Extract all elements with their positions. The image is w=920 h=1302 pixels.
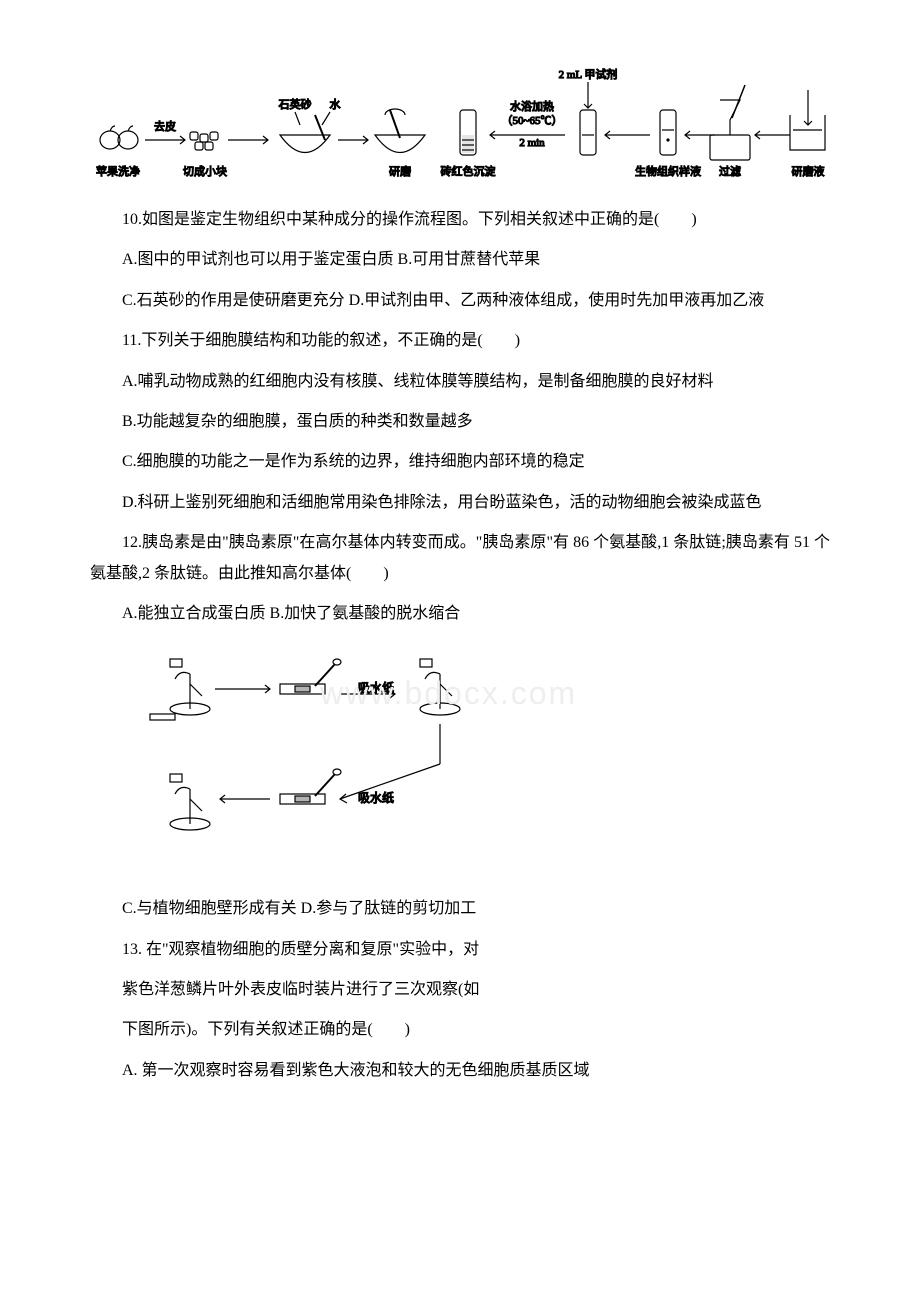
step-grind-liquid: 研磨液 [792, 164, 825, 178]
step-cut: 切成小块 [183, 165, 227, 178]
q11-opt-b: B.功能越复杂的细胞膜，蛋白质的种类和数量越多 [90, 407, 830, 437]
q12-stem: 12.胰岛素是由"胰岛素原"在高尔基体内转变而成。"胰岛素原"有 86 个氨基酸… [90, 528, 830, 589]
reagent-label: 2 mL 甲试剂 [559, 67, 618, 81]
flow-diagram-svg: 苹果洗净 去皮 切成小块 石英砂 水 [90, 60, 830, 190]
q11-opt-c: C.细胞膜的功能之一是作为系统的边界，维持细胞内部环境的稳定 [90, 447, 830, 477]
heating-label3: 2 min [519, 137, 545, 149]
q12-opt-cd: C.与植物细胞壁形成有关 D.参与了肽链的剪切加工 [90, 894, 830, 924]
q13-line2: 紫色洋葱鳞片叶外表皮临时装片进行了三次观察(如 [90, 975, 830, 1005]
q11-stem: 11.下列关于细胞膜结构和功能的叙述，不正确的是( ) [90, 326, 830, 356]
q13-opt-a: A. 第一次观察时容易看到紫色大液泡和较大的无色细胞质基质区域 [90, 1056, 830, 1086]
q13-line1: 13. 在"观察植物细胞的质壁分离和复原"实验中，对 [90, 935, 830, 965]
q10-opt-cd: C.石英砂的作用是使研磨更充分 D.甲试剂由甲、乙两种液体组成，使用时先加甲液再… [90, 286, 830, 316]
heating-label2: （50~65℃） [502, 114, 563, 127]
experiment-flow-diagram: 苹果洗净 去皮 切成小块 石英砂 水 [90, 60, 830, 195]
q11-opt-a: A.哺乳动物成熟的红细胞内没有核膜、线粒体膜等膜结构，是制备细胞膜的良好材料 [90, 367, 830, 397]
heating-label1: 水浴加热 [510, 100, 554, 113]
watermark: www.bdocx.com [320, 675, 577, 712]
step-peel-label: 去皮 [154, 120, 176, 133]
q10-stem: 10.如图是鉴定生物组织中某种成分的操作流程图。下列相关叙述中正确的是( ) [90, 205, 830, 235]
step-sample: 生物组织样液 [635, 164, 701, 178]
water-label: 水 [330, 98, 341, 111]
step-precipitate: 砖红色沉淀 [441, 164, 496, 178]
q12-opt-ab: A.能独立合成蛋白质 B.加快了氨基酸的脱水缩合 [90, 599, 830, 629]
absorbent-paper-label-2: 吸水纸 [358, 791, 394, 805]
quartz-sand-label: 石英砂 [279, 97, 312, 111]
q11-opt-d: D.科研上鉴别死细胞和活细胞常用染色排除法，用台盼蓝染色，活的动物细胞会被染成蓝… [90, 488, 830, 518]
q10-opt-ab: A.图中的甲试剂也可以用于鉴定蛋白质 B.可用甘蔗替代苹果 [90, 245, 830, 275]
q13-line3: 下图所示)。下列有关叙述正确的是( ) [90, 1015, 830, 1045]
step-apple-wash: 苹果洗净 [96, 164, 140, 178]
step-filter: 过滤 [719, 165, 741, 178]
step-grind: 研磨 [389, 165, 411, 178]
